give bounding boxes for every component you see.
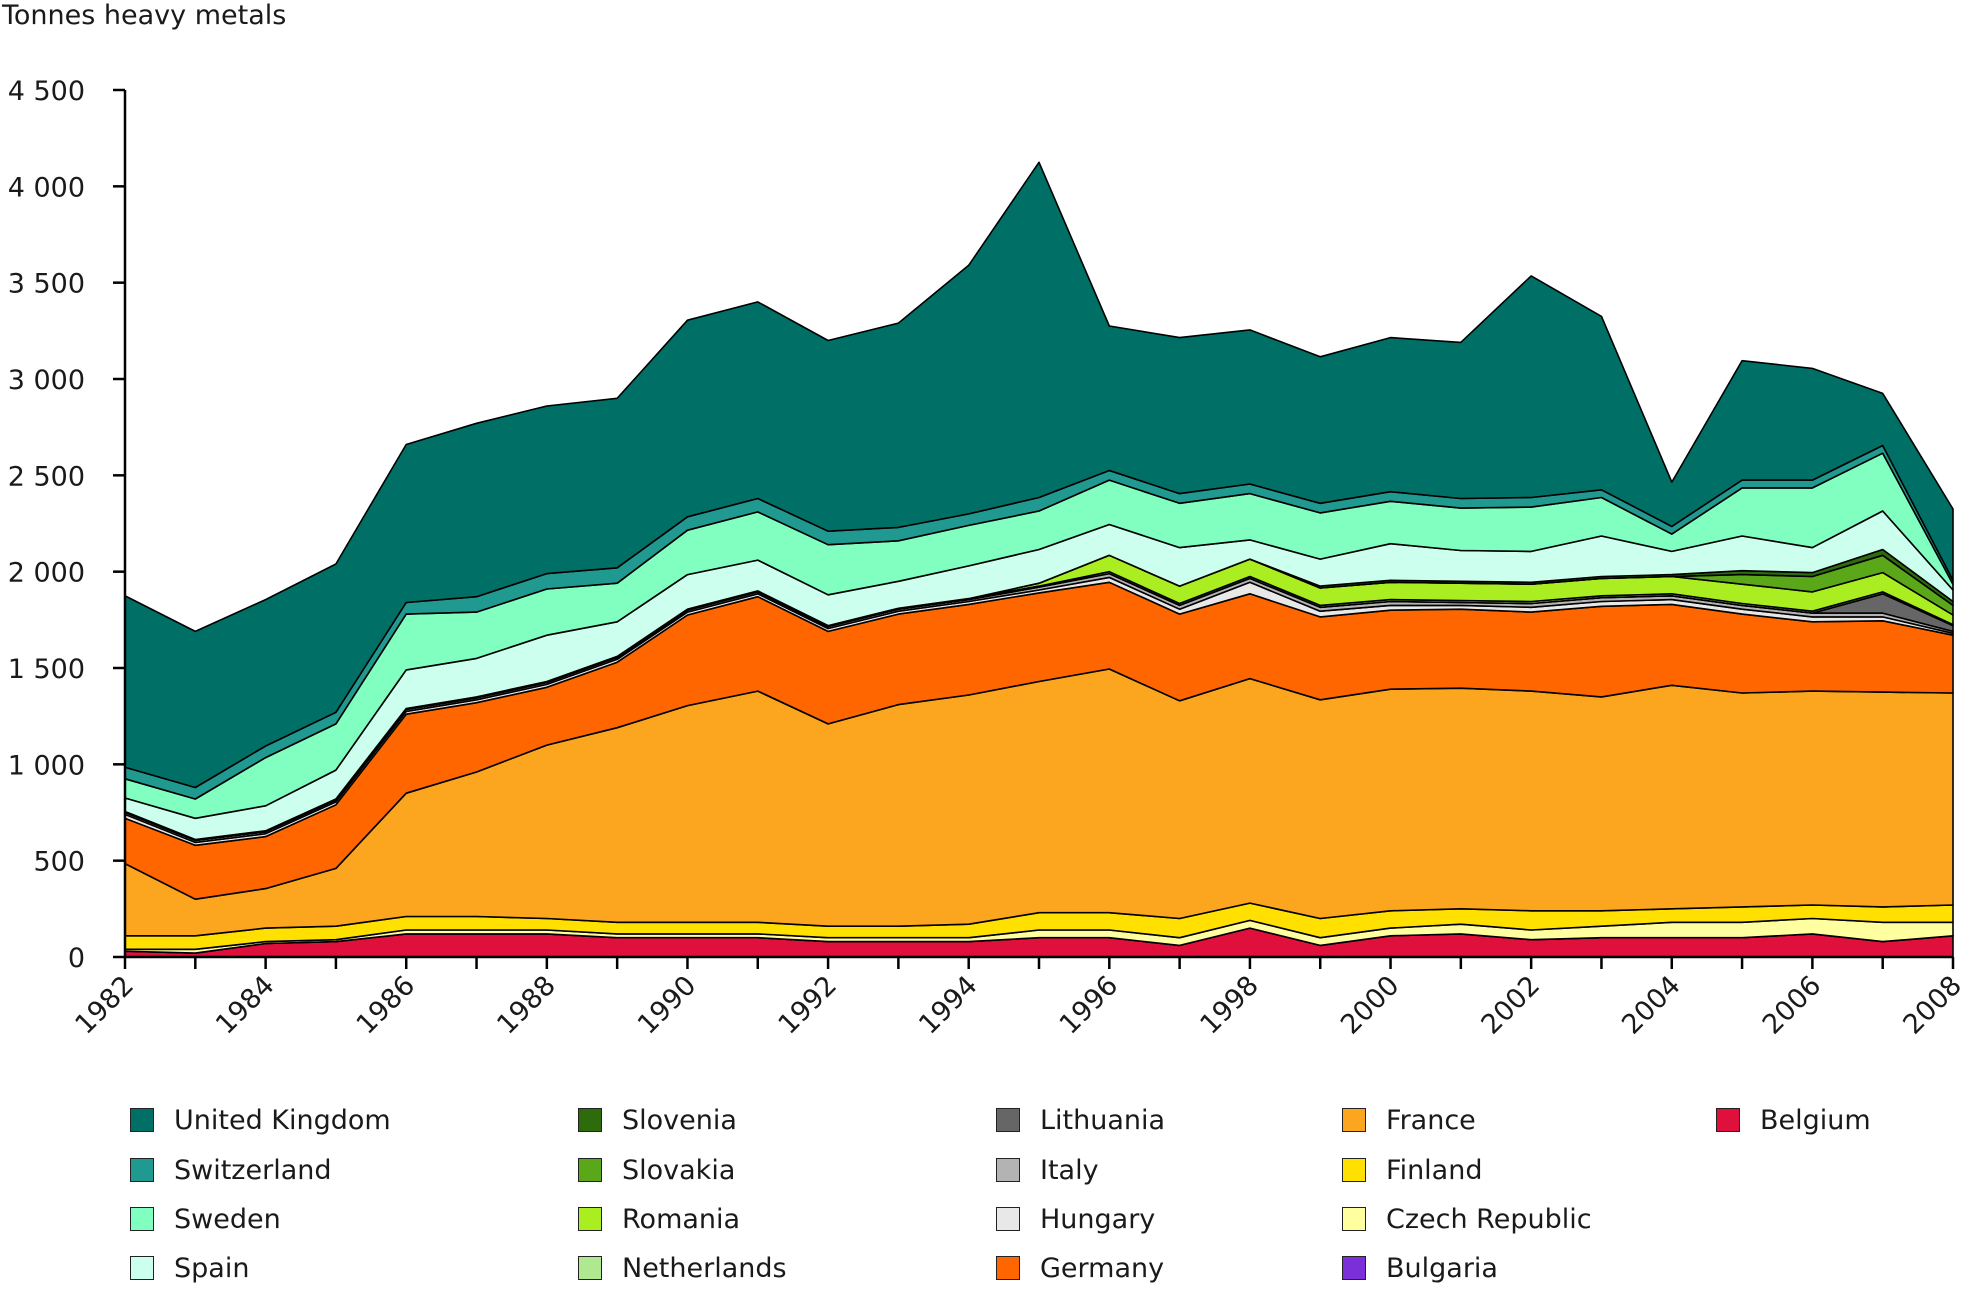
- x-tick-label: 1988: [491, 970, 562, 1041]
- y-tick-label: 2 500: [8, 461, 85, 492]
- y-tick-label: 2 000: [8, 558, 85, 589]
- x-tick-label: 1984: [210, 970, 281, 1041]
- x-tick-label: 2000: [1335, 970, 1406, 1041]
- y-tick-label: 0: [68, 943, 85, 974]
- area-layers: [124, 161, 1954, 958]
- y-tick-label: 500: [33, 847, 85, 878]
- x-tick-label: 2002: [1476, 970, 1547, 1041]
- y-tick-label: 4 000: [8, 172, 85, 203]
- y-tick-label: 1 000: [8, 750, 85, 781]
- x-tick-label: 1994: [913, 970, 984, 1041]
- area-united-kingdom: [124, 161, 1954, 789]
- y-tick-label: 3 000: [8, 365, 85, 396]
- y-tick-label: 1 500: [8, 654, 85, 685]
- x-tick-label: 1982: [69, 970, 140, 1041]
- y-axis-label: Tonnes heavy metals: [2, 0, 287, 31]
- x-tick-label: 1992: [773, 970, 844, 1041]
- x-tick-label: 2006: [1757, 970, 1828, 1041]
- x-tick-label: 2008: [1897, 970, 1968, 1041]
- x-tick-label: 2004: [1616, 970, 1687, 1041]
- x-tick-label: 1986: [351, 970, 422, 1041]
- x-tick-label: 1990: [632, 970, 703, 1041]
- y-tick-label: 4 500: [8, 76, 85, 107]
- x-tick-label: 1996: [1054, 970, 1125, 1041]
- x-tick-label: 1998: [1194, 970, 1265, 1041]
- y-tick-label: 3 500: [8, 269, 85, 300]
